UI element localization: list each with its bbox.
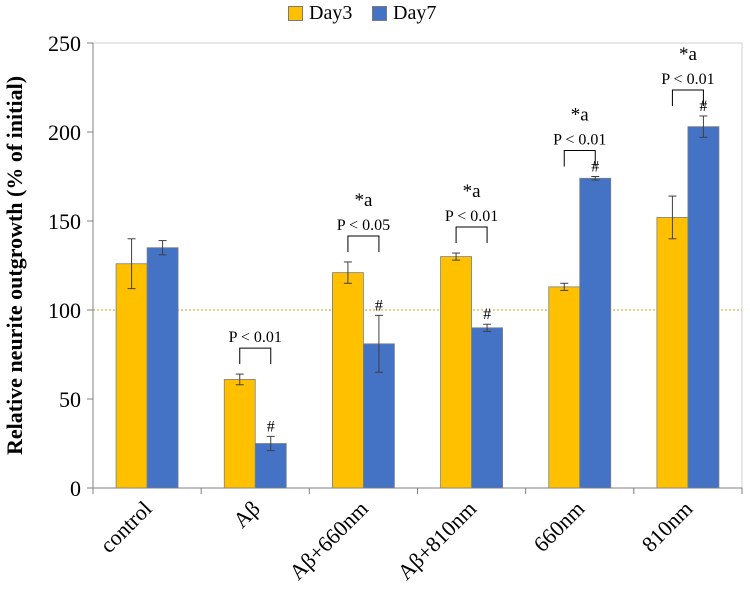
legend: Day3 Day7 [0,2,750,26]
legend-swatch-day7 [372,5,387,21]
y-tick-label: 0 [70,476,81,501]
legend-item-day7: Day7 [372,2,436,24]
y-tick-label: 250 [48,31,81,56]
y-axis-title: Relative neurite outgrowth (% of initial… [2,76,27,455]
bar-day3 [656,217,689,489]
significance-star-label: *a [463,181,482,202]
bar-day3 [115,263,148,489]
y-tick-label: 200 [48,120,81,145]
bar-day7 [579,177,612,489]
bar-day3 [332,272,364,489]
bar-day3 [440,256,472,489]
significance-star-label: *a [354,190,373,211]
plot-frame [92,42,743,489]
x-tick-label: Aβ+810nm [392,496,481,585]
bar-day7 [146,247,179,489]
legend-label-day3: Day3 [309,2,353,24]
p-value-label: P < 0.01 [661,71,714,88]
x-tick-label: Aβ [228,496,265,533]
y-tick-label: 150 [48,209,81,234]
bar-day7 [471,327,503,489]
p-value-label: P < 0.01 [553,132,606,149]
significance-hash: # [375,297,383,314]
x-tick-label: Aβ+660nm [284,496,373,585]
p-value-bracket [671,89,704,106]
significance-hash: # [483,306,491,323]
x-tick-label: 660nm [528,496,589,557]
significance-hash: # [699,98,707,115]
p-value-label: P < 0.01 [229,329,282,346]
p-value-bracket [455,226,488,244]
y-tick-label: 50 [59,387,81,412]
bar-day7 [687,126,720,489]
significance-star-label: *a [571,105,590,126]
x-tick-label: 810nm [637,496,698,557]
p-value-bracket [563,150,596,167]
p-value-label: P < 0.05 [337,217,390,234]
significance-hash: # [267,418,275,435]
x-tick-label: control [95,496,157,558]
p-value-bracket [239,347,272,365]
significance-star-label: *a [679,44,698,65]
p-value-bracket [347,235,380,252]
significance-hash: # [591,159,599,176]
bar-day3 [223,379,256,489]
legend-item-day3: Day3 [288,2,352,24]
y-tick-label: 100 [48,298,81,323]
legend-label-day7: Day7 [393,2,437,24]
legend-swatch-day3 [288,5,303,21]
bar-day3 [548,286,581,489]
p-value-label: P < 0.01 [445,208,498,225]
